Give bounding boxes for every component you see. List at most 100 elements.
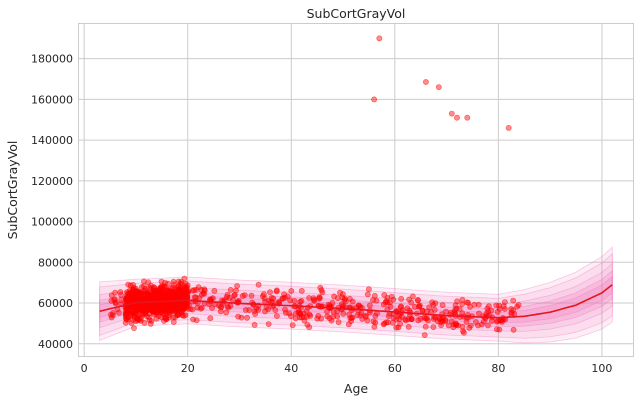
data-point: [251, 321, 258, 328]
data-point: [493, 302, 500, 309]
data-point: [483, 310, 490, 317]
data-point: [393, 324, 400, 331]
data-point: [448, 110, 455, 117]
data-point: [405, 323, 412, 330]
x-axis-label: Age: [344, 381, 368, 396]
data-point: [354, 312, 361, 318]
data-point: [371, 96, 377, 103]
data-point: [235, 313, 241, 320]
data-point: [342, 295, 348, 302]
data-point: [244, 314, 250, 321]
data-point: [385, 313, 392, 320]
data-point: [118, 296, 125, 303]
data-point: [370, 297, 376, 303]
data-point: [432, 300, 439, 307]
data-point: [364, 291, 371, 298]
data-point: [196, 295, 203, 301]
data-point: [252, 311, 258, 317]
y-tick-label: 100000: [31, 216, 73, 229]
data-point: [372, 319, 379, 326]
data-point: [390, 296, 397, 303]
data-point: [170, 303, 176, 310]
y-tick-label: 160000: [31, 93, 73, 106]
data-point: [270, 295, 277, 302]
data-point: [402, 317, 409, 324]
data-point: [176, 290, 183, 297]
x-tick-label: 60: [388, 362, 402, 375]
data-point: [496, 326, 503, 333]
data-point: [459, 301, 466, 307]
data-point: [359, 316, 366, 322]
data-point: [365, 286, 372, 293]
data-point: [131, 325, 137, 331]
data-point: [137, 303, 144, 310]
data-point: [289, 322, 296, 329]
data-point: [452, 321, 459, 328]
data-point: [408, 316, 415, 323]
data-point: [421, 332, 428, 338]
data-point: [494, 308, 501, 315]
data-point: [439, 302, 446, 308]
y-axis-label: SubCortGrayVol: [5, 141, 20, 240]
data-point: [145, 314, 152, 321]
data-point: [179, 312, 186, 319]
data-point: [127, 287, 134, 293]
x-tick-label: 40: [284, 362, 298, 375]
data-point: [472, 319, 479, 325]
data-point: [395, 312, 402, 319]
data-point: [288, 288, 295, 294]
data-point: [156, 291, 163, 298]
data-point: [147, 320, 154, 327]
data-point: [134, 315, 141, 322]
data-point: [144, 290, 151, 296]
data-point: [153, 309, 159, 316]
data-point: [380, 321, 387, 328]
data-point: [184, 300, 191, 307]
data-point: [334, 308, 340, 315]
data-point: [159, 301, 166, 308]
data-point: [170, 314, 177, 321]
data-point: [284, 293, 291, 300]
data-point: [488, 307, 495, 314]
data-point: [128, 320, 135, 327]
data-point: [488, 318, 495, 324]
data-point: [376, 35, 383, 42]
y-tick-label: 40000: [38, 338, 73, 351]
data-point: [141, 319, 148, 326]
data-point: [140, 278, 147, 285]
x-tick-label: 80: [491, 362, 505, 375]
data-point: [454, 298, 460, 305]
y-tick-label: 120000: [31, 175, 73, 188]
data-point: [371, 323, 378, 330]
data-point: [276, 298, 283, 305]
data-point: [281, 294, 288, 301]
data-point: [414, 297, 421, 304]
y-tick-label: 80000: [38, 256, 73, 269]
data-point: [122, 312, 129, 319]
data-point: [501, 306, 508, 312]
fit-curve: [99, 284, 613, 319]
data-point: [265, 321, 272, 327]
data-point: [395, 324, 402, 331]
x-tick-label: 0: [81, 362, 88, 375]
data-point: [129, 296, 136, 303]
data-point: [231, 291, 238, 298]
data-point: [238, 314, 245, 321]
data-point: [424, 308, 430, 315]
data-point: [160, 283, 167, 290]
data-point: [335, 319, 342, 326]
data-point: [390, 314, 397, 321]
data-point: [326, 315, 333, 322]
data-point: [314, 315, 321, 322]
data-point: [505, 125, 512, 131]
data-point: [177, 285, 184, 292]
data-point: [187, 306, 194, 313]
data-point: [466, 324, 473, 331]
data-point: [182, 312, 189, 318]
data-point: [157, 308, 164, 314]
data-point: [192, 294, 199, 301]
data-point: [311, 298, 318, 304]
data-point: [145, 295, 152, 302]
data-point: [345, 321, 352, 328]
